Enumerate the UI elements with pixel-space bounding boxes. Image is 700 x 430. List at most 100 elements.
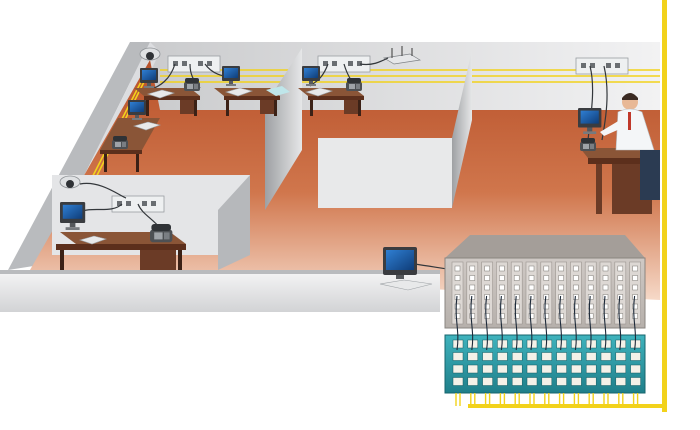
phone-icon — [112, 136, 128, 149]
rack-port — [499, 294, 505, 300]
rack-port — [484, 265, 490, 272]
switch-port — [452, 377, 464, 386]
rack-port — [632, 265, 638, 272]
patch-cable — [588, 295, 592, 351]
rack-port — [617, 294, 624, 300]
rack-port — [484, 294, 490, 300]
switch-port — [541, 364, 553, 374]
wall-outlet-icon — [575, 57, 629, 75]
switch-port — [482, 352, 493, 361]
rack-port — [558, 284, 564, 291]
rack-port — [617, 303, 624, 310]
rack-port — [513, 275, 520, 281]
rack-port — [617, 313, 624, 319]
switch-port — [556, 377, 567, 386]
patch-cable — [544, 295, 548, 351]
rack-port — [573, 303, 579, 310]
rack-port — [617, 265, 624, 272]
switch-port — [511, 364, 523, 374]
rack-port — [602, 275, 609, 281]
rack-port — [543, 284, 550, 291]
rack-port — [513, 313, 520, 319]
switch-port — [526, 377, 538, 386]
switch-port — [585, 377, 597, 386]
rack-port — [602, 284, 609, 291]
switch-port — [630, 352, 641, 361]
rack-port — [617, 284, 624, 291]
switch-port — [600, 364, 612, 374]
workstation-5 — [56, 202, 186, 270]
rack-port — [602, 303, 609, 310]
switch-port — [526, 352, 538, 361]
rack-port — [632, 294, 638, 300]
partition-2 — [318, 138, 452, 208]
keyboard-icon — [379, 279, 433, 291]
yellow-drop-cables — [455, 393, 639, 406]
phone-icon — [346, 78, 362, 91]
rack-port — [499, 275, 505, 281]
rack-port — [528, 275, 535, 281]
rack-port — [499, 265, 505, 272]
rack-port — [469, 313, 476, 319]
patch-cable — [455, 295, 459, 351]
switch-port — [497, 352, 508, 361]
rack-port — [528, 313, 535, 319]
switch-port — [556, 352, 567, 361]
switch-port — [556, 364, 567, 374]
rack-port — [587, 275, 594, 281]
partition-1 — [265, 48, 302, 210]
left-wall — [8, 42, 150, 270]
front-wall — [0, 272, 440, 312]
switch-port — [482, 364, 493, 374]
rack-port — [513, 294, 520, 300]
rack-port — [543, 303, 550, 310]
rack-port — [513, 303, 520, 310]
rack-port — [469, 303, 476, 310]
switch-port — [511, 377, 523, 386]
rack-port — [454, 294, 461, 300]
rack-port — [632, 275, 638, 281]
tray-icon — [266, 86, 290, 96]
rack-port — [587, 265, 594, 272]
wireless-router-icon — [382, 46, 422, 65]
rack-port — [587, 313, 594, 319]
rack-port — [484, 303, 490, 310]
rack-port — [543, 294, 550, 300]
rack-port — [602, 294, 609, 300]
security-camera-icon — [139, 47, 161, 61]
workstation-4 — [100, 100, 161, 172]
rack-port — [469, 265, 476, 272]
switch-port — [571, 352, 582, 361]
phone-icon — [150, 223, 173, 243]
switch-port — [497, 364, 508, 374]
patch-cable — [559, 295, 562, 351]
patch-cables — [455, 295, 636, 351]
switch-port — [585, 364, 597, 374]
rack-port — [484, 275, 490, 281]
rack-port — [528, 303, 535, 310]
switch-port — [615, 377, 627, 386]
rack-port — [558, 313, 564, 319]
patch-panel-icon — [444, 235, 646, 329]
switch-port — [467, 377, 479, 386]
switch-port — [571, 377, 582, 386]
switch-port — [452, 352, 464, 361]
rack-port — [617, 275, 624, 281]
patch-cable — [574, 295, 577, 351]
switch-port — [541, 352, 553, 361]
rack-port — [499, 303, 505, 310]
rack-port — [454, 284, 461, 291]
rack-port — [513, 265, 520, 272]
workstation-front — [379, 247, 433, 291]
rack-port — [573, 275, 579, 281]
switch-port — [585, 352, 597, 361]
patch-cable — [514, 295, 518, 351]
rack-port — [543, 265, 550, 272]
person-icon — [600, 93, 660, 200]
security-camera-icon — [59, 175, 81, 189]
switch-port — [571, 364, 582, 374]
switch-port — [615, 364, 627, 374]
switch-port — [600, 377, 612, 386]
patch-cable — [603, 295, 607, 351]
